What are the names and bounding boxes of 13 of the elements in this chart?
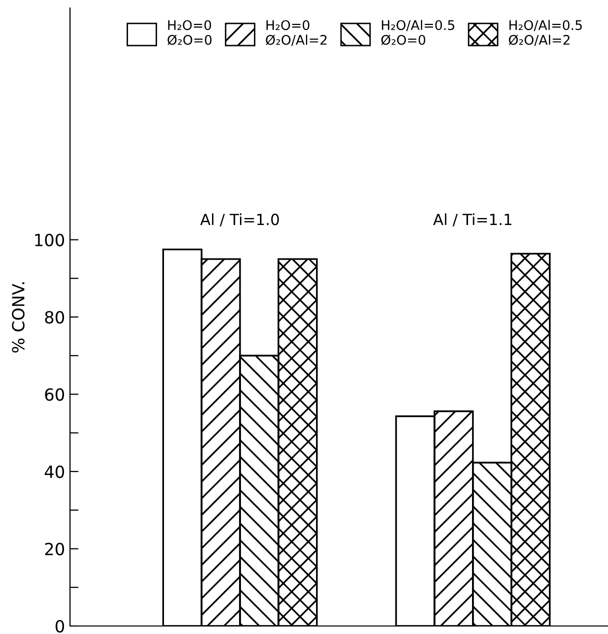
legend-label: H₂O=0 Ø₂O=0 [168,20,212,46]
x-tick-label: Al / Ti=1.0 [200,213,279,226]
y-tick-label: 40 [44,465,64,478]
x-tick-label: Al / Ti=1.1 [433,213,512,226]
legend-label: H₂O/Al=0.5 Ø₂O/Al=2 [508,20,582,46]
y-tick-label: 80 [45,310,64,324]
y-axis-title: % CONV. [12,282,25,353]
y-tick-label: 0 [56,620,64,633]
y-tick-label: 100 [35,234,64,246]
legend-label: H₂O/Al=0.5 Ø₂O=0 [381,20,454,46]
y-tick-label: 60 [45,388,64,401]
y-tick-label: 20 [45,542,64,556]
legend-label: H₂O=0 Ø₂O/Al=2 [266,20,327,46]
